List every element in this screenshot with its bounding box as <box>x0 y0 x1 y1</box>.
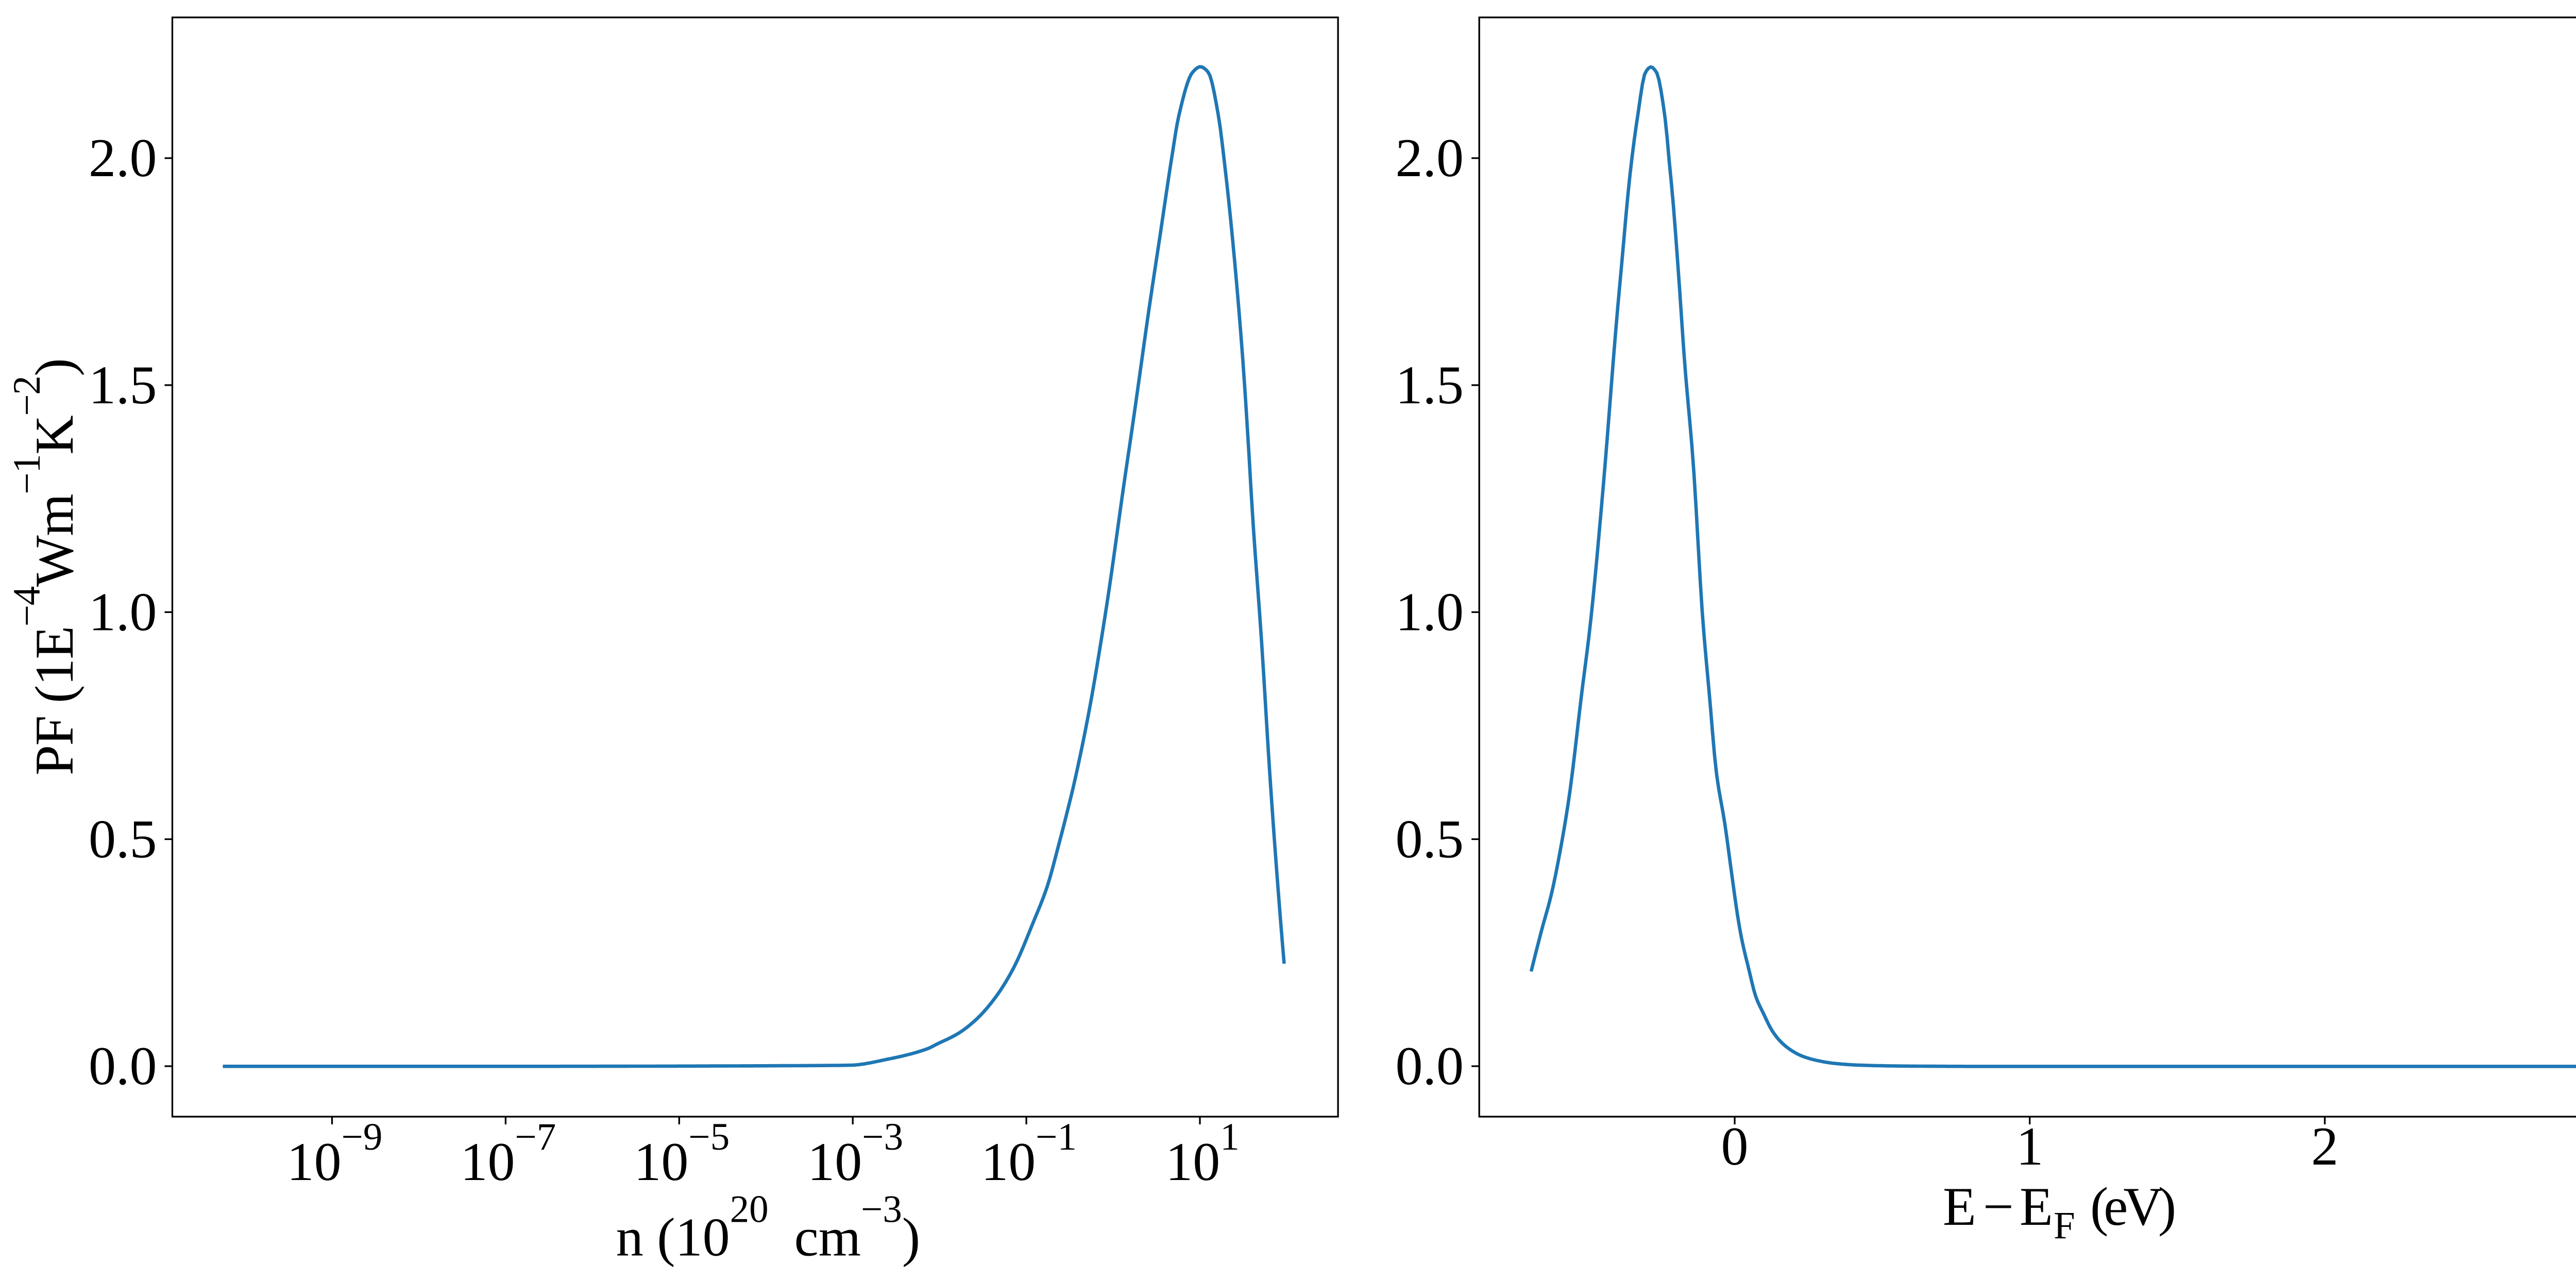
svg-text:10: 10 <box>981 1132 1036 1192</box>
svg-text:F: F <box>2054 1204 2075 1247</box>
svg-text:cm: cm <box>794 1207 861 1267</box>
svg-text:0.5: 0.5 <box>89 809 157 869</box>
svg-text:0: 0 <box>1721 1116 1749 1176</box>
svg-text:2: 2 <box>2311 1116 2338 1176</box>
svg-text:1.0: 1.0 <box>1396 582 1464 642</box>
svg-text:−: − <box>1983 1176 2014 1237</box>
svg-text:−3: −3 <box>862 1116 903 1158</box>
svg-text:E: E <box>2020 1176 2053 1237</box>
svg-text:10: 10 <box>634 1132 688 1192</box>
svg-text:0.0: 0.0 <box>1396 1036 1464 1096</box>
svg-text:2.0: 2.0 <box>89 128 157 188</box>
svg-text:): ) <box>902 1207 920 1267</box>
svg-text:10: 10 <box>807 1132 862 1192</box>
svg-text:1: 1 <box>1220 1116 1240 1158</box>
svg-text:n (10: n (10 <box>616 1207 730 1267</box>
svg-text:1.0: 1.0 <box>89 582 157 642</box>
svg-text:−3: −3 <box>861 1188 902 1230</box>
svg-text:0.5: 0.5 <box>1396 809 1464 869</box>
svg-text:10: 10 <box>287 1132 342 1192</box>
svg-text:E: E <box>1943 1176 1976 1237</box>
svg-text:−1: −1 <box>1036 1116 1077 1158</box>
svg-text:(eV): (eV) <box>2090 1176 2174 1237</box>
svg-text:−9: −9 <box>342 1116 383 1158</box>
svg-text:1: 1 <box>2016 1116 2043 1176</box>
svg-text:20: 20 <box>730 1188 769 1230</box>
svg-text:10: 10 <box>461 1132 515 1192</box>
svg-text:0.0: 0.0 <box>89 1036 157 1096</box>
svg-text:−5: −5 <box>688 1116 730 1158</box>
svg-text:−7: −7 <box>515 1116 556 1158</box>
svg-text:10: 10 <box>1165 1132 1220 1192</box>
svg-text:2.0: 2.0 <box>1396 128 1464 188</box>
svg-text:1.5: 1.5 <box>1396 355 1464 415</box>
svg-text:1.5: 1.5 <box>89 355 157 415</box>
